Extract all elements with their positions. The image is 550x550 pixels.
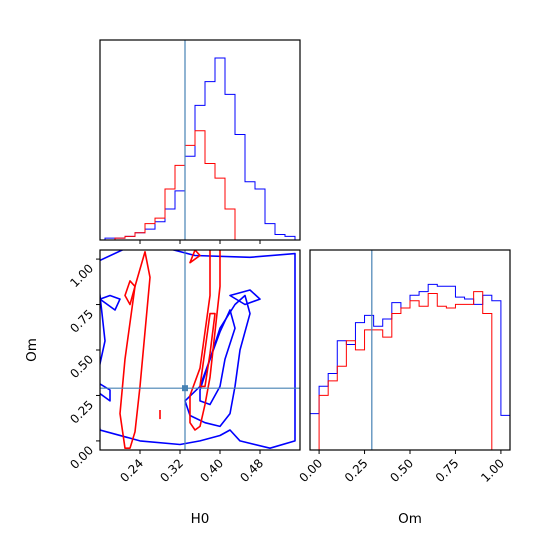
truth-marker <box>182 385 188 392</box>
contour-group <box>100 250 296 450</box>
h0-x-tick-label: 0.48 <box>237 456 266 485</box>
om-histogram-series-2 <box>318 291 501 450</box>
h0-histogram-series-1 <box>100 57 296 240</box>
h0-hist-group <box>100 57 296 240</box>
contour-series-1-island <box>100 294 121 311</box>
om-x-tick-label: 1.00 <box>478 456 507 485</box>
y-axis-label-om: Om <box>24 338 40 362</box>
contour-series-2-island <box>189 250 201 264</box>
om-marginal-panel: 0.00 0.25 0.50 0.75 1.00 <box>296 249 511 485</box>
om-y-tick-label: 0.00 <box>67 443 96 472</box>
x-axis-label-h0: H0 <box>191 511 210 527</box>
contour-series-2-island <box>124 280 136 306</box>
contour-series-1-island <box>100 382 111 402</box>
contour-series-2-outer <box>119 251 151 450</box>
contour-series-2-inner <box>199 312 216 388</box>
om-x-tick-label: 0.25 <box>342 456 371 485</box>
h0-x-tick-label: 0.32 <box>157 456 186 485</box>
om-histogram-series-1 <box>310 283 510 450</box>
om-hist-group <box>310 283 510 450</box>
om-marginal-frame <box>309 249 511 451</box>
om-y-tick-label: 0.50 <box>67 352 96 381</box>
x-axis-label-om: Om <box>398 511 422 527</box>
contour-series-2-outer <box>189 250 221 431</box>
om-y-tick-label: 0.25 <box>67 398 96 427</box>
h0-x-tick-label: 0.40 <box>197 456 226 485</box>
om-x-tick-label: 0.75 <box>433 456 462 485</box>
h0-marginal-panel <box>99 39 301 244</box>
om-y-tick-label: 0.75 <box>67 307 96 336</box>
om-x-tick-label: 0.50 <box>387 456 416 485</box>
h0-om-contour-panel: 0.24 0.32 0.40 0.48 0.00 0.25 0.50 0.75 1.00 <box>67 249 301 485</box>
contour-series-1-island <box>229 289 261 306</box>
contour-series-1-outer <box>100 250 296 450</box>
om-x-tick-label: 0.00 <box>296 456 325 485</box>
h0-x-tick-label: 0.24 <box>117 456 146 485</box>
h0-marginal-frame <box>99 39 301 241</box>
om-y-tick-label: 1.00 <box>67 261 96 290</box>
